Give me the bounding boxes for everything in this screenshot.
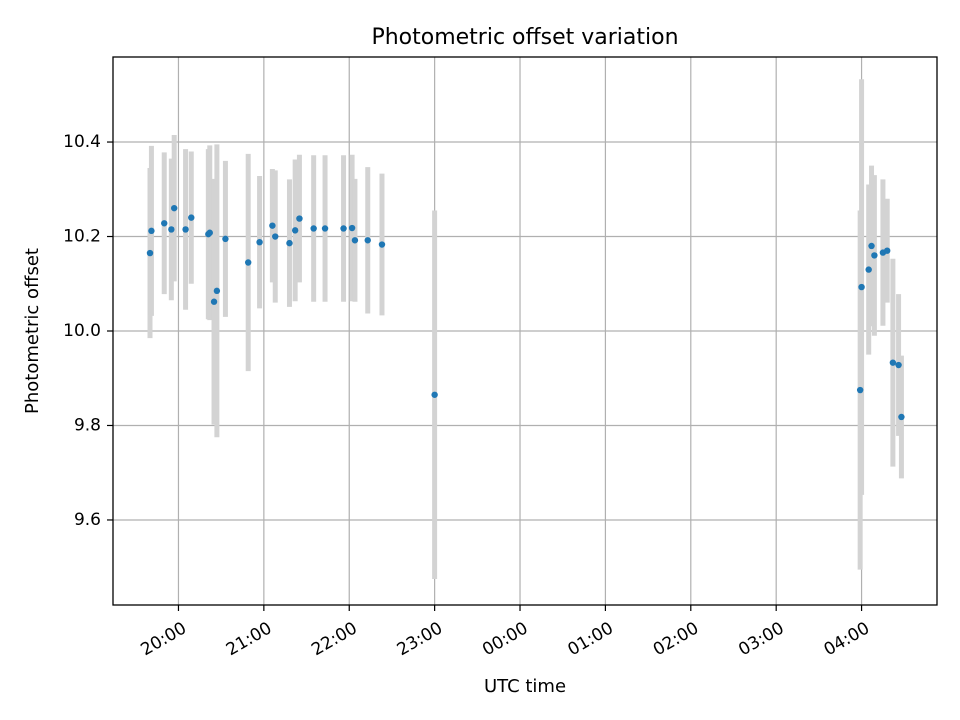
data-point: [161, 220, 167, 226]
y-tick-label: 9.8: [74, 415, 101, 435]
y-tick-label: 10.0: [63, 321, 101, 341]
data-point: [256, 239, 262, 245]
y-tick-label: 9.6: [74, 510, 101, 530]
data-point: [379, 241, 385, 247]
data-point: [292, 227, 298, 233]
data-point: [147, 250, 153, 256]
data-point: [884, 247, 890, 253]
data-point: [310, 225, 316, 231]
data-point: [898, 414, 904, 420]
data-point: [269, 222, 275, 228]
data-point: [865, 266, 871, 272]
y-tick-label: 10.2: [63, 227, 101, 247]
data-point: [211, 299, 217, 305]
data-point: [222, 236, 228, 242]
data-point: [340, 225, 346, 231]
data-point: [286, 240, 292, 246]
data-point: [296, 215, 302, 221]
data-point: [349, 225, 355, 231]
data-point: [352, 237, 358, 243]
data-point: [868, 243, 874, 249]
chart-title: Photometric offset variation: [371, 25, 678, 50]
data-point: [214, 288, 220, 294]
data-point: [168, 226, 174, 232]
data-point: [858, 284, 864, 290]
data-point: [207, 230, 213, 236]
data-point: [895, 362, 901, 368]
data-point: [890, 359, 896, 365]
data-point: [365, 237, 371, 243]
data-point: [322, 225, 328, 231]
y-axis-label: Photometric offset: [22, 248, 43, 414]
data-point: [182, 226, 188, 232]
data-point: [431, 392, 437, 398]
data-point: [171, 205, 177, 211]
data-point: [857, 387, 863, 393]
data-point: [148, 228, 154, 234]
data-point: [871, 252, 877, 258]
data-point: [272, 233, 278, 239]
data-point: [245, 259, 251, 265]
y-tick-label: 10.4: [63, 132, 101, 152]
data-point: [188, 214, 194, 220]
x-axis-label: UTC time: [484, 676, 566, 697]
